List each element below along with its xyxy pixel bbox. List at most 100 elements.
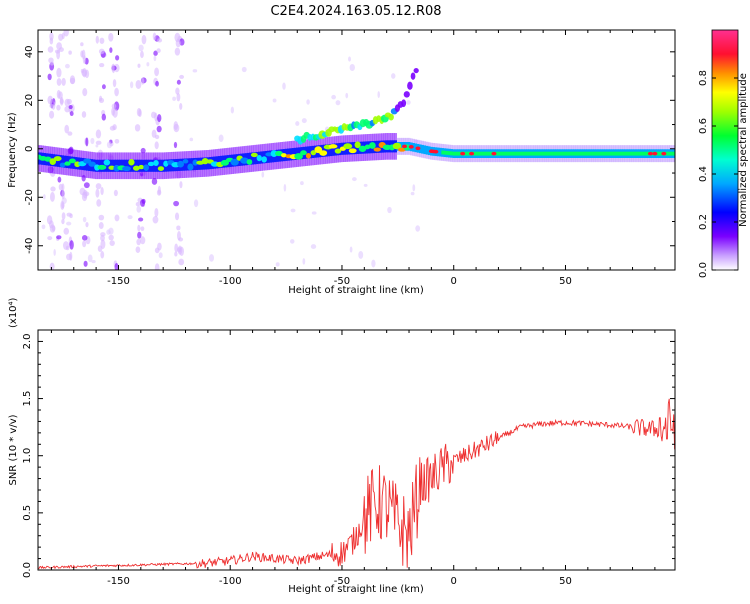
band-peak xyxy=(515,151,518,156)
noise-speck xyxy=(209,254,215,262)
y-tick-label: 2.0 xyxy=(22,333,33,349)
x-tick-label: -50 xyxy=(334,576,350,587)
noise-speck xyxy=(96,199,102,207)
noise-speck xyxy=(95,140,102,145)
band-peak xyxy=(550,151,554,156)
band-peak xyxy=(579,151,583,156)
band-core xyxy=(329,143,333,157)
band-peak xyxy=(582,151,585,156)
band-peak xyxy=(593,151,596,156)
trace-blob xyxy=(300,150,307,156)
noise-speck xyxy=(141,34,147,45)
noise-speck xyxy=(114,87,119,97)
colorbar-gradient xyxy=(712,30,738,270)
y-tick-label: 0.5 xyxy=(22,505,33,521)
noise-speck xyxy=(136,205,142,213)
noise-speck xyxy=(61,197,67,205)
noise-speck xyxy=(283,183,287,192)
noise-speck xyxy=(50,186,56,192)
noise-speck xyxy=(349,246,353,253)
noise-speck xyxy=(157,114,162,123)
band-peak xyxy=(454,151,458,156)
x-tick-label: 50 xyxy=(559,576,572,587)
noise-speck xyxy=(154,141,159,150)
noise-speck xyxy=(157,38,163,43)
spectrogram-axes: -150 -100 -50 0 50 -40 -20 0 20 40 xyxy=(24,30,675,287)
spectrogram-ylabel: Frequency (Hz) xyxy=(7,112,18,188)
band-peak xyxy=(600,151,603,156)
band-peak xyxy=(586,151,590,156)
noise-speck xyxy=(152,32,157,41)
snr-xlabel: Height of straight line (km) xyxy=(288,584,424,595)
trace-blob xyxy=(83,158,92,164)
noise-speck xyxy=(57,176,62,183)
snr-axes: -150 -100 -50 0 50 0.0 0.5 1.0 1.5 2.0 xyxy=(22,330,675,587)
noise-speck xyxy=(175,87,180,95)
noise-speck xyxy=(56,78,62,86)
noise-speck xyxy=(154,67,160,77)
noise-speck xyxy=(58,183,64,191)
noise-speck xyxy=(345,92,349,99)
noise-speck xyxy=(137,231,142,239)
noise-speck xyxy=(151,178,158,185)
noise-speck xyxy=(415,225,421,232)
noise-speck xyxy=(65,245,70,251)
band-peak xyxy=(448,151,451,156)
band-peak xyxy=(521,151,525,156)
band-peak xyxy=(544,151,547,156)
branch-blob xyxy=(403,91,410,98)
noise-speck xyxy=(81,234,88,241)
band-peak xyxy=(577,151,581,156)
noise-speck xyxy=(91,260,96,264)
noise-speck xyxy=(140,147,146,154)
band-peak xyxy=(539,151,543,156)
figure-title: C2E4.2024.163.05.12.R08 xyxy=(270,4,441,19)
band-core xyxy=(123,159,127,172)
noise-speck xyxy=(306,99,310,105)
trace-blob xyxy=(230,158,239,166)
trace-blob xyxy=(246,159,253,165)
noise-speck xyxy=(176,79,181,85)
noise-speck xyxy=(134,124,141,132)
trace-blob xyxy=(319,150,328,156)
band-core xyxy=(63,155,67,168)
noise-speck xyxy=(153,55,157,62)
noise-speck xyxy=(136,238,141,246)
noise-speck xyxy=(64,124,70,134)
cb-tick-label: 0.6 xyxy=(698,118,709,134)
trace-blob xyxy=(68,158,76,164)
branch-blob xyxy=(388,113,394,121)
noise-speck xyxy=(87,254,93,263)
band-core xyxy=(128,159,132,172)
band-peak xyxy=(483,151,487,156)
band-peak xyxy=(604,151,608,156)
hot-spot xyxy=(661,151,667,156)
noise-speck xyxy=(82,88,88,97)
noise-speck xyxy=(282,82,286,90)
band-peak xyxy=(669,151,672,156)
trace-blob xyxy=(49,158,57,165)
noise-speck xyxy=(56,235,62,240)
noise-speck xyxy=(112,108,118,118)
y-tick-label: 1.0 xyxy=(22,448,33,464)
noise-speck xyxy=(371,259,376,268)
trace-blob xyxy=(305,153,312,159)
band-peak xyxy=(557,151,561,156)
band-core xyxy=(206,157,210,170)
band-peak xyxy=(622,151,625,156)
noise-speck xyxy=(137,224,141,232)
noise-speck xyxy=(98,97,105,103)
noise-speck xyxy=(50,191,55,202)
band-peak xyxy=(608,151,612,156)
trace-blob xyxy=(128,159,135,166)
noise-speck xyxy=(192,69,198,73)
trace-blob xyxy=(275,150,283,157)
noise-speck xyxy=(47,46,54,53)
band-peak xyxy=(465,151,469,156)
noise-speck xyxy=(106,229,111,235)
x-tick-label: 0 xyxy=(451,576,457,587)
noise-speck xyxy=(85,137,89,147)
snr-ylabel: SNR (10 * v/v) xyxy=(8,414,19,485)
band-peak xyxy=(606,151,610,156)
band-core xyxy=(374,140,377,154)
